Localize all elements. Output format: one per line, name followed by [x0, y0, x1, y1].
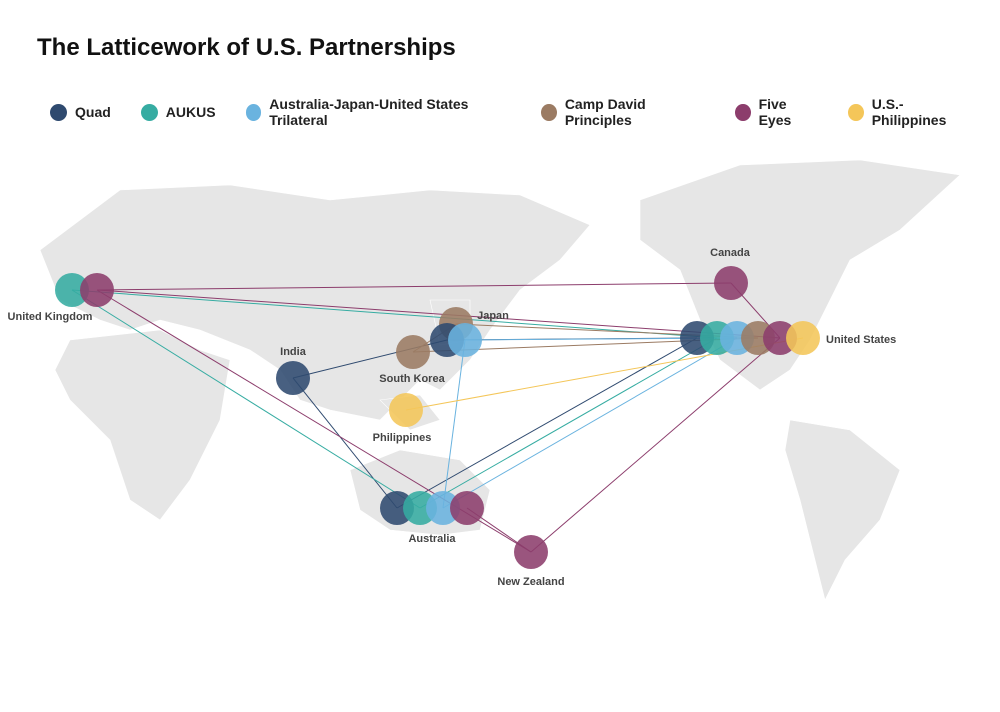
member-node	[55, 273, 89, 307]
legend-label: Camp David Principles	[564, 96, 646, 128]
title: The Latticework of U.S. Partnerships	[37, 34, 456, 61]
place-label: Philippines	[373, 432, 432, 444]
south-america	[784, 419, 901, 601]
link	[71, 289, 421, 509]
eurasia	[39, 184, 591, 421]
place-label: India	[280, 346, 307, 358]
legend-label: AUKUS	[165, 104, 216, 120]
legend-item: Quad	[50, 96, 111, 128]
place-label: Australia	[408, 533, 456, 545]
link	[442, 337, 738, 509]
place-label: United States	[826, 334, 896, 346]
member-node	[396, 335, 430, 369]
africa	[54, 329, 231, 521]
link	[530, 337, 781, 553]
legend-item: Australia-Japan-United States Trilateral	[245, 96, 512, 128]
place-label: South Korea	[379, 373, 445, 385]
link	[292, 377, 398, 509]
link	[96, 282, 732, 291]
link	[442, 339, 466, 509]
legend-item: AUKUS	[140, 96, 216, 128]
link	[96, 289, 781, 339]
legend-item: U.S.-Philippines	[848, 96, 970, 128]
link	[71, 289, 718, 339]
legend-dot	[541, 103, 557, 121]
legend-label: U.S.-Philippines	[871, 96, 947, 128]
member-node	[514, 535, 548, 569]
legend-item: Camp David Principles	[541, 96, 705, 128]
member-node	[786, 321, 820, 355]
north-america	[639, 159, 961, 391]
member-node	[80, 273, 114, 307]
place-label: New Zealand	[497, 576, 564, 588]
member-node	[426, 491, 460, 525]
member-node	[448, 323, 482, 357]
place-label: United Kingdom	[8, 311, 93, 323]
legend-dot	[50, 103, 67, 121]
legend-label: Quad	[75, 104, 111, 120]
link	[419, 337, 718, 509]
member-node	[714, 266, 748, 300]
legend-item: Five Eyes	[734, 96, 818, 128]
place-label: Japan	[477, 310, 509, 322]
place-label: Canada	[710, 247, 751, 259]
legend-dot	[245, 103, 262, 121]
member-node	[389, 393, 423, 427]
legend-dot	[848, 103, 864, 121]
legend-label: Australia-Japan-United States Trilateral	[269, 96, 469, 128]
legend-dot	[734, 103, 751, 121]
legend-label: Five Eyes	[758, 96, 792, 128]
member-node	[276, 361, 310, 395]
legend: Quad AUKUS Australia-Japan-United States T…	[50, 96, 1000, 128]
land	[39, 159, 961, 601]
member-node	[450, 491, 484, 525]
legend-dot	[140, 103, 158, 121]
